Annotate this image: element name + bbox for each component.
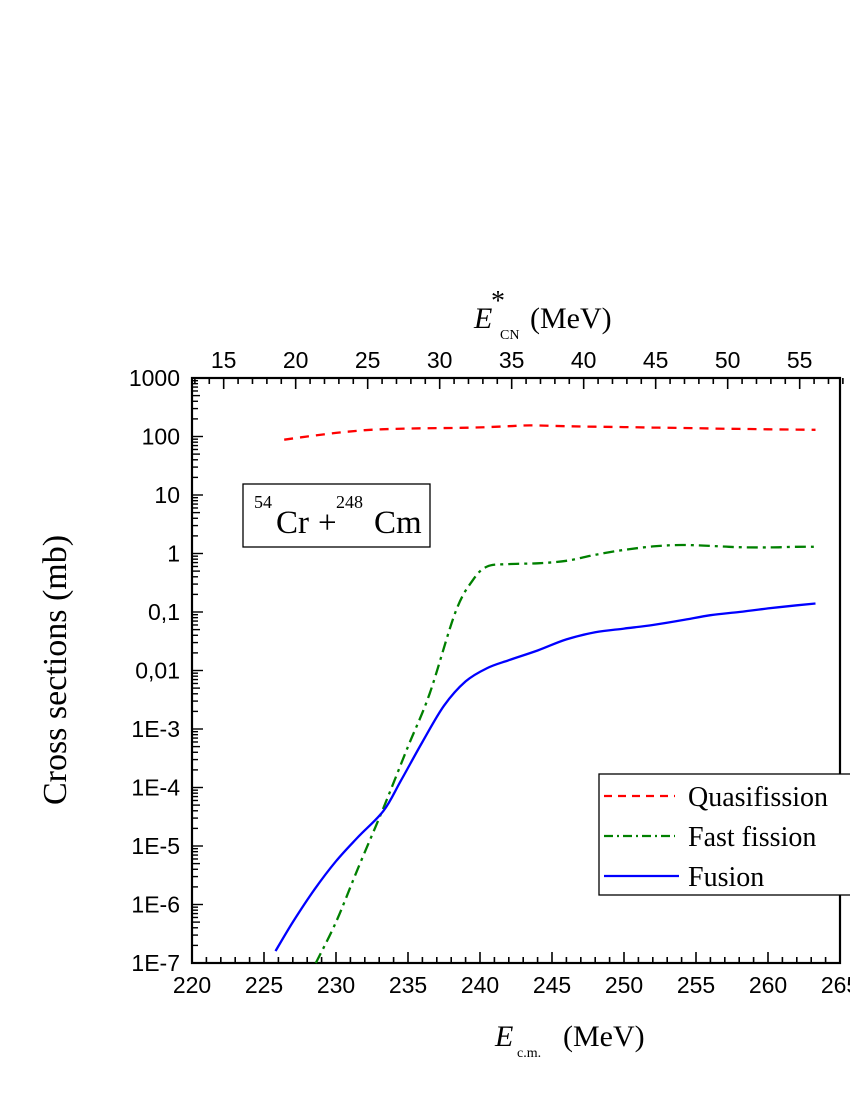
x2-tick-label: 25 [355, 347, 381, 373]
reaction-plus: + [318, 505, 337, 541]
top-x-axis: 15 20 25 30 35 40 45 50 55 [194, 347, 844, 389]
bottom-axis-subscript: c.m. [517, 1046, 541, 1061]
y-axis-title: Cross sections (mb) [37, 535, 74, 805]
y-tick-label: 1 [167, 541, 180, 567]
projectile-mass: 54 [254, 492, 272, 512]
bottom-axis-symbol: E [494, 1020, 513, 1053]
series-quasifission [284, 424, 816, 441]
top-axis-superscript: * [491, 286, 505, 317]
y-tick-label: 100 [142, 424, 180, 450]
x-tick-label: 220 [173, 972, 211, 998]
left-y-axis: 1000 100 10 1 0,1 0,01 1E-3 1E-4 1E-5 1E-6 1E-7 [129, 365, 203, 976]
x-tick-label: 235 [389, 972, 427, 998]
x2-tick-label: 30 [427, 347, 453, 373]
x2-tick-label: 15 [211, 347, 237, 373]
top-axis-subscript: CN [500, 328, 519, 343]
x-tick-label: 260 [749, 972, 787, 998]
reaction-label-box: 54 Cr + 248 Cm [242, 483, 431, 548]
y-tick-label: 0,1 [148, 599, 180, 625]
top-axis-symbol: E [473, 302, 492, 335]
legend-item-fusion: Fusion [604, 862, 764, 893]
x2-tick-label: 50 [715, 347, 741, 373]
x2-tick-label: 55 [787, 347, 813, 373]
y-tick-label: 10 [154, 482, 180, 508]
y-tick-label: 1E-7 [131, 950, 180, 976]
legend-item-quasifission: Quasifission [604, 782, 828, 813]
y-tick-label: 1E-6 [131, 892, 180, 918]
x2-tick-label: 20 [283, 347, 309, 373]
x2-tick-label: 40 [571, 347, 597, 373]
legend-label: Quasifission [688, 782, 828, 813]
legend-label: Fast fission [688, 822, 816, 853]
x-tick-label: 225 [245, 972, 283, 998]
top-axis-title: E * CN (MeV) [473, 286, 612, 343]
projectile-symbol: Cr [276, 505, 309, 541]
target-mass: 248 [336, 492, 363, 512]
y-tick-label: 0,01 [135, 658, 180, 684]
x-tick-label: 240 [461, 972, 499, 998]
legend: Quasifission Fast fission Fusion [598, 773, 850, 896]
x-tick-label: 250 [605, 972, 643, 998]
x-tick-label: 255 [677, 972, 715, 998]
y-tick-label: 1E-3 [131, 716, 180, 742]
series-fast-fission [314, 543, 816, 964]
legend-item-fast-fission: Fast fission [604, 822, 816, 853]
y-tick-label: 1E-5 [131, 833, 180, 859]
target-symbol: Cm [374, 505, 422, 541]
bottom-axis-unit: (MeV) [563, 1020, 645, 1053]
legend-label: Fusion [688, 862, 764, 893]
x2-tick-label: 35 [499, 347, 525, 373]
x-tick-label: 245 [533, 972, 571, 998]
series-layer [274, 424, 816, 964]
y-tick-label: 1000 [129, 365, 180, 391]
bottom-x-axis: 220 225 230 235 240 245 250 255 260 265 [173, 952, 850, 998]
bottom-axis-title: E c.m. (MeV) [494, 1020, 645, 1061]
x-tick-label: 265 [821, 972, 850, 998]
series-fusion [274, 602, 816, 952]
top-axis-unit: (MeV) [530, 302, 612, 335]
x2-tick-label: 45 [643, 347, 669, 373]
x-tick-label: 230 [317, 972, 355, 998]
y-tick-label: 1E-4 [131, 775, 180, 801]
